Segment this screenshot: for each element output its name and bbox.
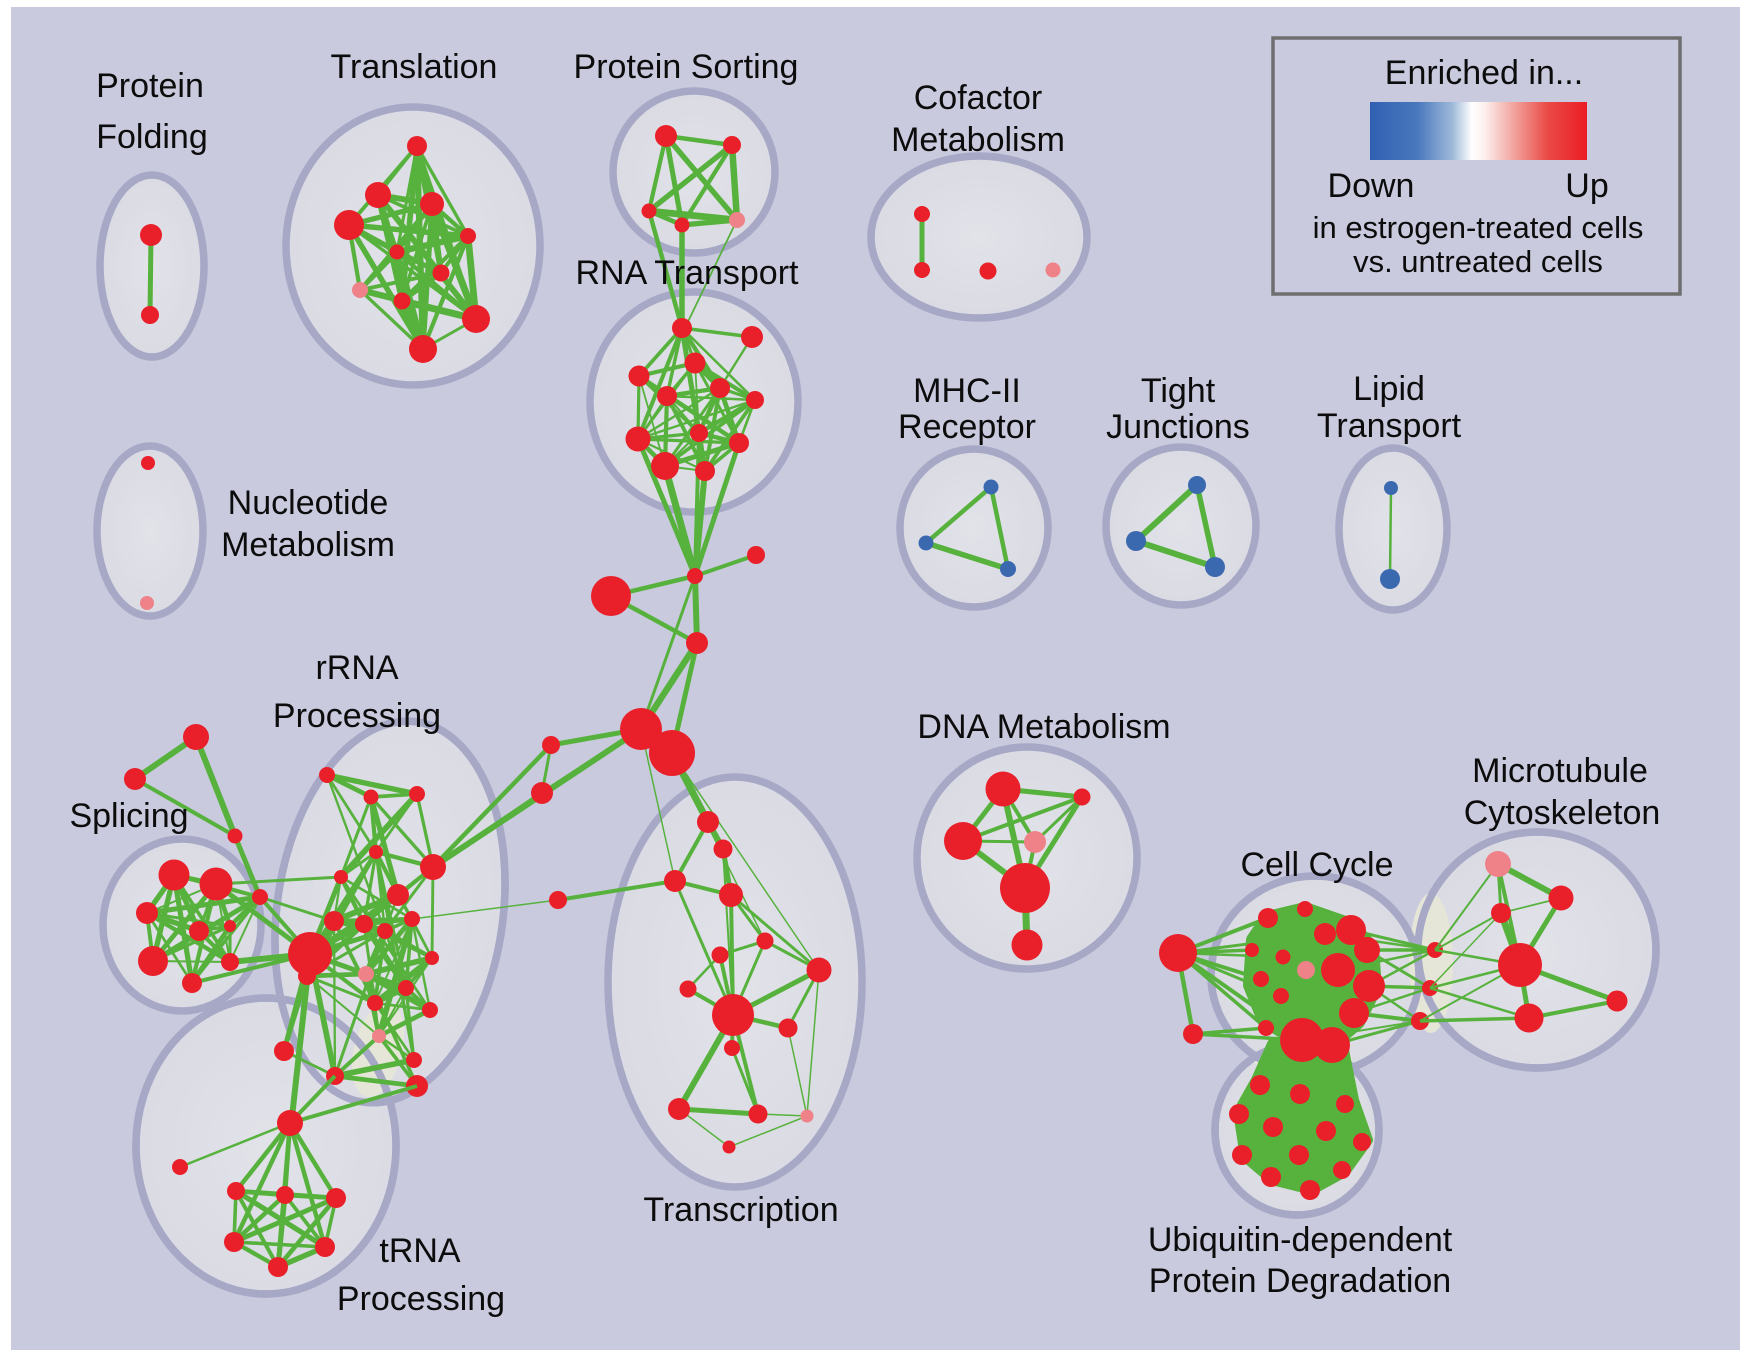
svg-text:Transport: Transport (1317, 407, 1462, 445)
svg-text:RNA Transport: RNA Transport (576, 254, 800, 292)
svg-text:rRNA: rRNA (315, 649, 398, 687)
svg-text:Tight: Tight (1141, 372, 1216, 410)
svg-text:Enriched in...: Enriched in... (1385, 54, 1583, 92)
svg-text:Folding: Folding (96, 118, 208, 156)
svg-text:Ubiquitin-dependent: Ubiquitin-dependent (1148, 1221, 1453, 1259)
svg-text:Junctions: Junctions (1106, 408, 1250, 446)
svg-text:Protein Degradation: Protein Degradation (1149, 1262, 1451, 1300)
svg-text:tRNA: tRNA (379, 1232, 461, 1270)
svg-text:Transcription: Transcription (643, 1191, 838, 1229)
svg-text:Microtubule: Microtubule (1472, 752, 1648, 790)
svg-text:Processing: Processing (273, 697, 441, 735)
svg-text:Processing: Processing (337, 1280, 505, 1318)
svg-text:Up: Up (1565, 167, 1608, 205)
svg-text:Cell Cycle: Cell Cycle (1240, 846, 1393, 884)
svg-text:DNA Metabolism: DNA Metabolism (917, 708, 1170, 746)
svg-text:in estrogen-treated cells: in estrogen-treated cells (1313, 210, 1644, 245)
svg-text:Protein Sorting: Protein Sorting (574, 48, 799, 86)
svg-text:Metabolism: Metabolism (221, 526, 395, 564)
svg-text:Protein: Protein (96, 67, 204, 105)
svg-text:MHC-II: MHC-II (913, 372, 1021, 410)
svg-text:vs. untreated cells: vs. untreated cells (1353, 244, 1603, 279)
svg-text:Cofactor: Cofactor (914, 79, 1043, 117)
svg-text:Cytoskeleton: Cytoskeleton (1464, 794, 1661, 832)
svg-text:Metabolism: Metabolism (891, 121, 1065, 159)
svg-text:Down: Down (1328, 167, 1415, 205)
svg-text:Translation: Translation (331, 48, 498, 86)
svg-text:Splicing: Splicing (69, 797, 188, 835)
svg-text:Receptor: Receptor (898, 408, 1036, 446)
svg-text:Nucleotide: Nucleotide (228, 484, 389, 522)
svg-text:Lipid: Lipid (1353, 370, 1425, 408)
